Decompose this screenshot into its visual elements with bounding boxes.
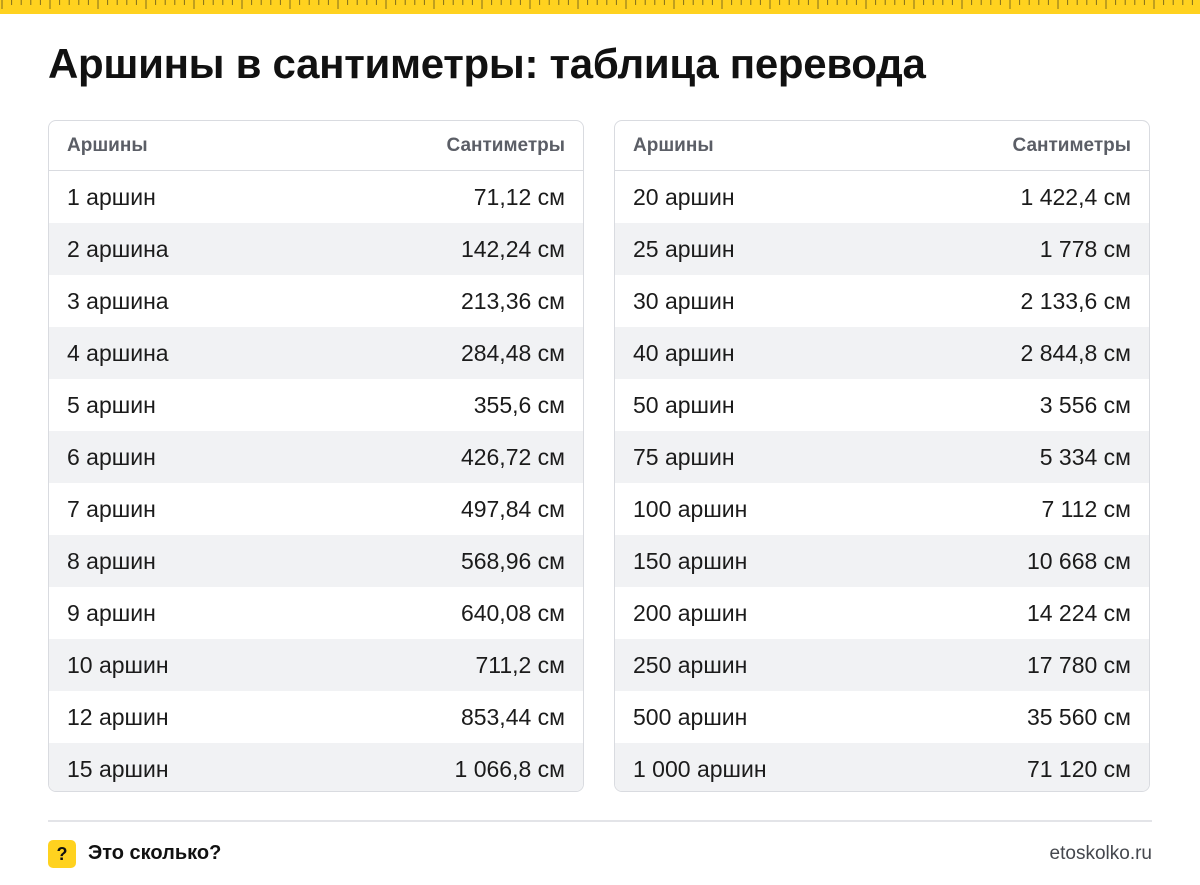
cm-cell: 497,84 см — [460, 495, 565, 522]
cm-cell: 17 780 см — [1026, 651, 1131, 678]
table-row: 200 аршин 14 224 см — [615, 587, 1149, 639]
cm-cell: 640,08 см — [460, 599, 565, 626]
cm-cell: 711,2 см — [475, 651, 565, 678]
header-arshins: Аршины — [633, 134, 714, 156]
table-row: 20 аршин 1 422,4 см — [615, 171, 1149, 223]
cm-cell: 355,6 см — [473, 391, 565, 418]
table-row: 500 аршин 35 560 см — [615, 691, 1149, 743]
table-row: 15 аршин 1 066,8 см — [49, 743, 583, 791]
arshin-cell: 150 аршин — [633, 547, 748, 574]
arshin-cell: 1 аршин — [67, 183, 156, 210]
arshin-cell: 10 аршин — [67, 651, 169, 678]
arshin-cell: 4 аршина — [67, 339, 169, 366]
cm-cell: 71 120 см — [1026, 755, 1131, 782]
table-row: 40 аршин 2 844,8 см — [615, 327, 1149, 379]
arshin-cell: 1 000 аршин — [633, 755, 767, 782]
arshin-cell: 9 аршин — [67, 599, 156, 626]
cm-cell: 7 112 см — [1041, 495, 1131, 522]
cm-cell: 568,96 см — [460, 547, 565, 574]
page-title: Аршины в сантиметры: таблица перевода — [48, 40, 926, 87]
cm-cell: 10 668 см — [1026, 547, 1131, 574]
arshin-cell: 8 аршин — [67, 547, 156, 574]
table-row: 100 аршин 7 112 см — [615, 483, 1149, 535]
table-row: 250 аршин 17 780 см — [615, 639, 1149, 691]
table-header: Аршины Сантиметры — [49, 121, 583, 171]
table-body: 20 аршин 1 422,4 см 25 аршин 1 778 см 30 а… — [615, 171, 1149, 791]
conversion-table-right: Аршины Сантиметры 20 аршин 1 422,4 см 25 … — [614, 120, 1150, 792]
ruler-ticks — [1, 0, 1193, 9]
cm-cell: 1 778 см — [1039, 235, 1131, 262]
cm-cell: 853,44 см — [460, 703, 565, 730]
arshin-cell: 500 аршин — [633, 703, 748, 730]
table-row: 3 аршина 213,36 см — [49, 275, 583, 327]
table-row: 1 аршин 71,12 см — [49, 171, 583, 223]
arshin-cell: 250 аршин — [633, 651, 748, 678]
question-mark-icon: ? — [48, 840, 76, 868]
table-row: 6 аршин 426,72 см — [49, 431, 583, 483]
site-url[interactable]: etoskolko.ru — [1049, 843, 1152, 864]
table-row: 1 000 аршин 71 120 см — [615, 743, 1149, 791]
arshin-cell: 2 аршина — [67, 235, 169, 262]
brand-name: Это сколько? — [88, 842, 222, 864]
cm-cell: 1 422,4 см — [1020, 183, 1131, 210]
table-row: 9 аршин 640,08 см — [49, 587, 583, 639]
table-row: 8 аршин 568,96 см — [49, 535, 583, 587]
cm-cell: 71,12 см — [473, 183, 565, 210]
table-row: 50 аршин 3 556 см — [615, 379, 1149, 431]
cm-cell: 426,72 см — [460, 443, 565, 470]
arshin-cell: 100 аршин — [633, 495, 748, 522]
cm-cell: 5 334 см — [1039, 443, 1131, 470]
table-row: 10 аршин 711,2 см — [49, 639, 583, 691]
cm-cell: 213,36 см — [460, 287, 565, 314]
arshin-cell: 3 аршина — [67, 287, 169, 314]
table-row: 2 аршина 142,24 см — [49, 223, 583, 275]
table-body: 1 аршин 71,12 см 2 аршина 142,24 см 3 арши… — [49, 171, 583, 791]
arshin-cell: 50 аршин — [633, 391, 735, 418]
arshin-cell: 6 аршин — [67, 443, 156, 470]
ruler-strip — [0, 0, 1200, 14]
footer-divider — [48, 820, 1152, 822]
table-header: Аршины Сантиметры — [615, 121, 1149, 171]
cm-cell: 14 224 см — [1026, 599, 1131, 626]
arshin-cell: 40 аршин — [633, 339, 735, 366]
cm-cell: 35 560 см — [1026, 703, 1131, 730]
arshin-cell: 20 аршин — [633, 183, 735, 210]
arshin-cell: 75 аршин — [633, 443, 735, 470]
arshin-cell: 15 аршин — [67, 755, 169, 782]
table-row: 150 аршин 10 668 см — [615, 535, 1149, 587]
arshin-cell: 7 аршин — [67, 495, 156, 522]
cm-cell: 2 133,6 см — [1020, 287, 1131, 314]
table-row: 5 аршин 355,6 см — [49, 379, 583, 431]
table-row: 75 аршин 5 334 см — [615, 431, 1149, 483]
cm-cell: 3 556 см — [1039, 391, 1131, 418]
cm-cell: 1 066,8 см — [454, 755, 565, 782]
arshin-cell: 30 аршин — [633, 287, 735, 314]
header-centimeters: Сантиметры — [446, 134, 566, 156]
header-arshins: Аршины — [67, 134, 148, 156]
cm-cell: 142,24 см — [460, 235, 565, 262]
arshin-cell: 25 аршин — [633, 235, 735, 262]
arshin-cell: 200 аршин — [633, 599, 748, 626]
table-row: 7 аршин 497,84 см — [49, 483, 583, 535]
header-centimeters: Сантиметры — [1012, 134, 1132, 156]
arshin-cell: 5 аршин — [67, 391, 156, 418]
cm-cell: 284,48 см — [460, 339, 565, 366]
table-row: 25 аршин 1 778 см — [615, 223, 1149, 275]
table-row: 4 аршина 284,48 см — [49, 327, 583, 379]
table-row: 30 аршин 2 133,6 см — [615, 275, 1149, 327]
conversion-table-left: Аршины Сантиметры 1 аршин 71,12 см 2 арши… — [48, 120, 584, 792]
table-row: 12 аршин 853,44 см — [49, 691, 583, 743]
cm-cell: 2 844,8 см — [1020, 339, 1131, 366]
arshin-cell: 12 аршин — [67, 703, 169, 730]
